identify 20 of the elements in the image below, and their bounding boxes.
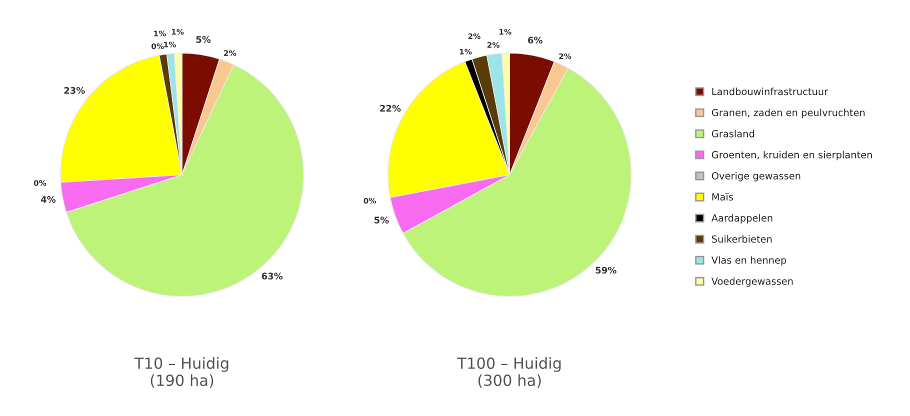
legend-label: Groenten, kruiden en sierplanten [712, 150, 872, 160]
data-label: 59% [596, 266, 616, 274]
legend-label: Overige gewassen [712, 172, 800, 182]
legend-label: Vlas en hennep [711, 256, 786, 266]
legend-label: Grasland [712, 130, 754, 138]
legend-label: Maïs [712, 193, 733, 201]
legend-label: Landbouwinfrastructuur [712, 88, 828, 96]
data-label: 22% [380, 104, 401, 112]
data-label: 23% [64, 87, 85, 94]
legend-label: Voedergewassen [711, 277, 793, 287]
data-label: 4% [40, 196, 56, 203]
legend-label: Aardappelen [711, 214, 772, 224]
data-label: 63% [262, 272, 283, 280]
data-label: 5% [196, 36, 211, 43]
text: T10 – Huidig (190 ha) [134, 357, 228, 388]
text: T100 – Huidig (300 ha) [457, 357, 561, 388]
legend-label: Granen, zaden en peulvruchten [712, 108, 865, 118]
data-label: 6% [528, 36, 542, 44]
data-label: 5% [374, 216, 389, 224]
legend-label: Suikerbieten [712, 235, 772, 243]
